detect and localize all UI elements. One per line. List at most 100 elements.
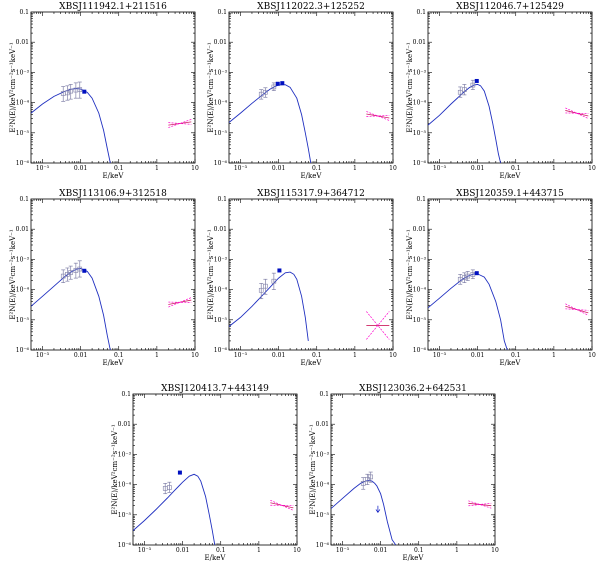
y-tick-label: 10⁻⁵ [16, 317, 30, 324]
xray-bound-upper [565, 107, 589, 119]
open-marker [271, 278, 277, 284]
xray-powerlaw [366, 311, 390, 340]
open-marker [77, 87, 83, 92]
xray-powerlaw [168, 119, 192, 128]
x-tick-label: 10⁻³ [433, 352, 447, 359]
panel-title: XBSJ112046.7+125429 [456, 2, 564, 12]
y-tick-label: 10⁻³ [118, 451, 132, 458]
y-tick-label: 0.1 [19, 9, 29, 16]
model-curve [31, 88, 111, 163]
plot-frame [30, 198, 196, 351]
x-axis-label: E/keV [301, 172, 323, 180]
x-tick-label: 10⁻³ [36, 352, 50, 359]
x-tick-label: 0.01 [272, 165, 285, 172]
xray-powerlaw [565, 303, 589, 316]
x-tick-label: 0.1 [114, 165, 124, 172]
y-axis-label: E²N(E)/keV²cm⁻²s⁻¹keV⁻¹ [9, 42, 17, 133]
data-point [470, 269, 476, 280]
xray-bound-lower [468, 502, 492, 507]
y-tick-label: 10⁻⁶ [316, 542, 330, 549]
y-tick-label: 10⁻³ [16, 69, 30, 76]
x-tick-label: 10 [293, 547, 301, 554]
y-tick-label: 10⁻³ [413, 69, 427, 76]
filled-marker [474, 78, 479, 83]
y-tick-label: 10⁻⁶ [16, 160, 30, 167]
x-tick-label: 0.01 [74, 165, 87, 172]
y-tick-label: 10⁻⁴ [118, 482, 132, 489]
y-tick-label: 10⁻⁶ [214, 160, 228, 167]
open-marker [457, 89, 463, 95]
y-tick-label: 0.1 [416, 196, 426, 203]
x-tick-label: 10 [588, 165, 596, 172]
data-point [60, 86, 66, 102]
y-tick-label: 10⁻³ [214, 256, 228, 263]
y-tick-label: 10⁻⁴ [16, 100, 30, 107]
open-marker [465, 273, 471, 279]
chart-panel-2: XBSJ112022.3+125252 10⁻³ 0.01 0.1 1 10 10⁻⁶ 10⁻… [207, 2, 397, 180]
x-tick-label: 10⁻³ [234, 352, 248, 359]
x-tick-label: 10 [389, 352, 397, 359]
y-tick-label: 10⁻⁶ [118, 542, 132, 549]
y-tick-label: 10⁻⁵ [316, 512, 330, 519]
open-marker [368, 474, 374, 480]
x-tick-label: 10⁻³ [138, 547, 152, 554]
x-tick-label: 1 [353, 165, 357, 172]
x-tick-label: 1 [155, 352, 159, 359]
filled-marker [474, 271, 479, 276]
x-axis-label: E/keV [500, 359, 522, 367]
x-tick-label: 0.01 [272, 352, 285, 359]
plot-area [31, 260, 192, 350]
x-tick-label: 0.1 [216, 547, 226, 554]
y-tick-label: 10⁻³ [413, 256, 427, 263]
xray-bound-upper [270, 499, 294, 511]
x-axis-label: E/keV [103, 359, 125, 367]
y-tick-label: 0.01 [118, 421, 131, 428]
y-tick-label: 10⁻⁴ [413, 100, 427, 107]
filled-marker [280, 81, 285, 86]
x-tick-label: 10 [491, 547, 499, 554]
xray-bound-lower [565, 112, 589, 114]
open-marker [470, 82, 476, 88]
x-tick-label: 1 [353, 352, 357, 359]
y-tick-label: 0.01 [16, 39, 29, 46]
plot-area [31, 81, 192, 163]
panel-title: XBSJ111942.1+211516 [59, 2, 167, 12]
model-curve [133, 473, 216, 545]
x-tick-label: 0.1 [414, 547, 424, 554]
xray-bound-upper [468, 500, 492, 509]
y-tick-label: 10⁻⁵ [214, 317, 228, 324]
data-point [457, 86, 463, 98]
y-tick-label: 0.01 [16, 226, 29, 233]
y-tick-label: 10⁻⁴ [16, 287, 30, 294]
y-tick-label: 0.01 [214, 226, 227, 233]
xray-powerlaw [468, 500, 492, 509]
panel-title: XBSJ115317.9+364712 [257, 189, 365, 199]
y-axis-label: E²N(E)/keV²cm⁻²s⁻¹keV⁻¹ [111, 424, 119, 515]
y-tick-label: 10⁻⁶ [413, 160, 427, 167]
xray-bound-upper [168, 122, 192, 125]
y-tick-label: 10⁻⁶ [214, 347, 228, 354]
y-tick-label: 10⁻³ [16, 256, 30, 263]
open-marker [462, 87, 467, 92]
y-tick-label: 0.1 [416, 9, 426, 16]
y-tick-label: 10⁻⁵ [413, 317, 427, 324]
y-tick-label: 0.1 [319, 391, 329, 398]
y-tick-label: 0.1 [217, 9, 227, 16]
x-tick-label: 10 [191, 165, 199, 172]
y-axis-label: E²N(E)/keV²cm⁻²s⁻¹keV⁻¹ [309, 424, 317, 515]
y-tick-label: 10⁻⁴ [413, 287, 427, 294]
x-tick-label: 10⁻³ [336, 547, 350, 554]
data-point [68, 265, 74, 280]
plot-area [428, 269, 589, 350]
chart-panel-3: XBSJ112046.7+125429 10⁻³ 0.01 0.1 1 10 10⁻⁶ 10⁻… [406, 2, 596, 180]
xray-powerlaw [366, 111, 390, 121]
open-marker [68, 270, 74, 275]
xray-bound-upper [168, 301, 192, 303]
x-tick-label: 0.1 [114, 352, 124, 359]
x-tick-label: 10⁻³ [234, 165, 248, 172]
x-axis-label: E/keV [103, 172, 125, 180]
x-tick-label: 1 [552, 165, 556, 172]
open-marker [360, 481, 366, 486]
x-tick-label: 10⁻³ [36, 165, 50, 172]
plot-frame [228, 198, 394, 351]
